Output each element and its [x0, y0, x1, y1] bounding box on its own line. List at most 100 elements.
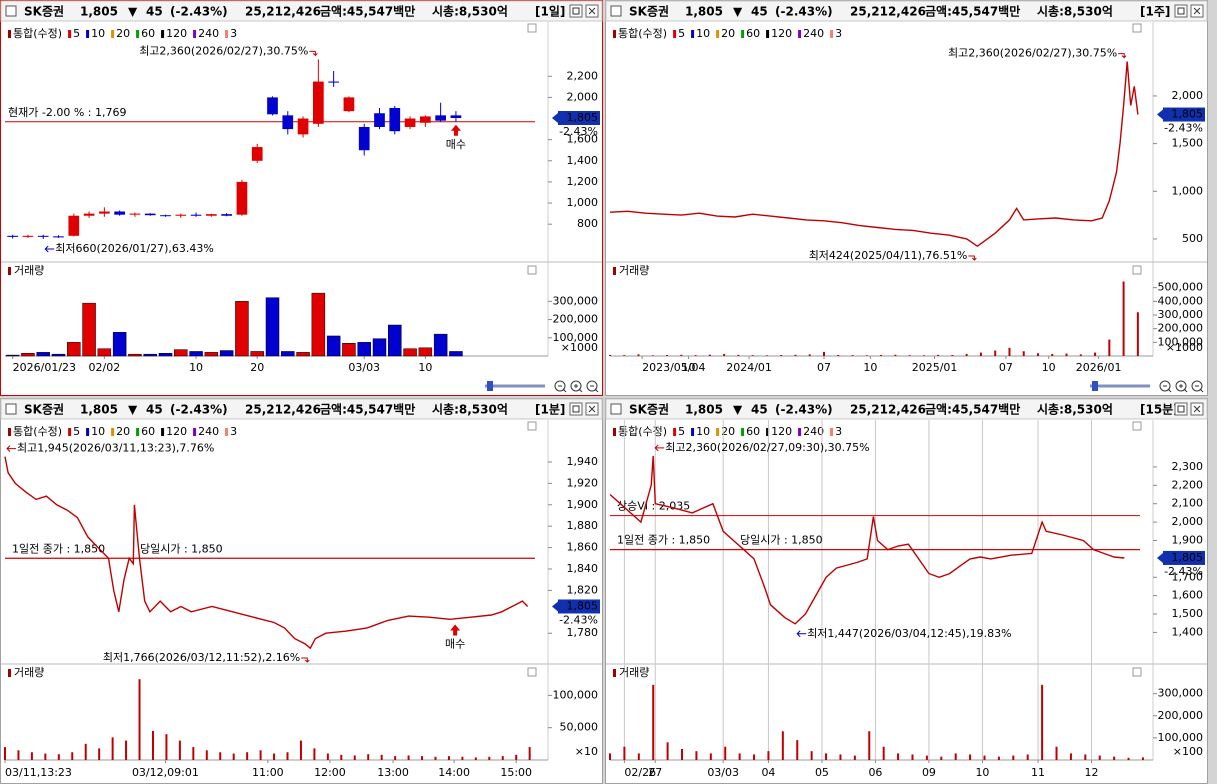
volume-bar	[1012, 755, 1015, 760]
maximize-button[interactable]	[1174, 4, 1188, 18]
legend-swatch	[691, 428, 695, 436]
candle-body	[160, 215, 171, 217]
y-tick-label: 1,900	[1172, 533, 1204, 546]
volume-bar	[449, 351, 463, 357]
volume-bar	[353, 755, 356, 760]
volume-unit: ×1000	[1166, 341, 1203, 354]
volume-bar	[111, 737, 114, 760]
y-tick-label: 1,920	[567, 476, 599, 489]
header-cap: 시총:8,530억	[1037, 402, 1113, 417]
header-cap: 시총:8,530억	[1037, 4, 1113, 19]
volume-bar	[488, 756, 491, 760]
volume-bar	[637, 753, 640, 760]
volume-bar	[709, 753, 712, 760]
current-price-label: 1,805	[567, 111, 599, 124]
volume-bar	[388, 324, 402, 357]
volume-bar	[447, 756, 450, 760]
y-tick-label: 1,000	[1172, 184, 1204, 197]
header-name: SK증권	[24, 5, 64, 19]
volume-bar	[865, 355, 868, 356]
y-tick-label: 300,000	[1158, 687, 1204, 700]
y-tick-label: 1,500	[1172, 607, 1204, 620]
legend-label: 240	[803, 27, 824, 40]
y-tick-label: 1,600	[567, 133, 599, 146]
volume-bar	[880, 355, 883, 356]
annotation-arrow	[654, 444, 665, 452]
maximize-button[interactable]	[569, 402, 583, 416]
x-tick-label: 02/26	[624, 766, 656, 779]
volume-bar	[753, 754, 756, 760]
current-price-label: 1,805	[1172, 108, 1204, 121]
header-cap: 시총:8,530억	[432, 402, 508, 417]
volume-bar	[651, 355, 654, 356]
legend-swatch	[225, 428, 229, 436]
candle-body	[328, 81, 339, 83]
header-arrow: ▼	[733, 403, 743, 417]
legend-label: 3	[835, 425, 842, 438]
volume-title: 거래량	[619, 264, 649, 277]
volume-bar	[36, 352, 50, 357]
volume-bar	[694, 355, 697, 356]
reference-label: 1일전 종가 : 1,850	[617, 533, 710, 547]
maximize-button[interactable]	[569, 4, 583, 18]
pane-icon	[1132, 265, 1142, 275]
x-tick-label: 11	[1031, 766, 1045, 779]
annotation-label: 최고2,360(2026/02/27),30.75%	[948, 47, 1117, 60]
x-tick-label: 02/02	[89, 361, 121, 374]
volume-bar	[219, 350, 234, 357]
volume-bar	[808, 354, 811, 356]
x-tick-label: 04	[761, 766, 775, 779]
header-volume: 25,212,426	[850, 5, 926, 19]
x-tick-label: 03/03	[707, 766, 739, 779]
scroll-thumb[interactable]	[1092, 381, 1098, 391]
legend-label: 60	[141, 425, 155, 438]
volume-title: 거래량	[619, 666, 649, 679]
header-bar	[605, 0, 1208, 22]
legend-label: 3	[835, 27, 842, 40]
pane-icon	[1132, 421, 1142, 431]
header-amount: 금액:45,547백만	[925, 402, 1020, 417]
current-price-box	[1163, 107, 1205, 122]
button-glyph	[572, 405, 580, 413]
maximize-button[interactable]	[1174, 402, 1188, 416]
volume-bar	[994, 350, 997, 356]
current-price-box	[1163, 550, 1205, 565]
volume-bar	[796, 740, 799, 760]
legend-swatch	[766, 30, 770, 38]
y-tick-label: 1,860	[567, 541, 599, 554]
y-tick-label: 1,900	[567, 498, 599, 511]
volume-bar	[326, 753, 329, 760]
volume-bar	[421, 756, 424, 760]
volume-bar	[235, 301, 249, 357]
header-name: SK증권	[629, 403, 669, 417]
volume-bar	[528, 747, 531, 760]
y-tick-label: 2,100	[1172, 497, 1204, 510]
y-tick-label: 50,000	[560, 721, 599, 734]
x-tick-label: 2026/01/23	[13, 361, 76, 374]
candle-body	[37, 235, 49, 237]
x-tick-label: 10	[681, 361, 695, 374]
volume-bar	[794, 354, 797, 356]
volume-bar	[1094, 352, 1097, 356]
volume-bar	[1113, 756, 1116, 760]
volume-bar	[357, 342, 371, 357]
header-arrow: ▼	[128, 5, 138, 19]
legend-swatch	[161, 428, 165, 436]
volume-bar	[367, 754, 370, 760]
legend-label: 5	[73, 27, 80, 40]
y-tick-label: 400,000	[1158, 294, 1204, 307]
candle-body	[221, 214, 232, 216]
volume-bar	[1022, 351, 1025, 356]
volume-bar	[839, 754, 842, 760]
chart-panel: SK증권 1,805 ▼ 45 (-2.43%) 25,212,426 금액:45,547백…	[605, 0, 1208, 396]
current-change-label: -2.43%	[1164, 122, 1203, 135]
volume-bar	[461, 756, 464, 760]
current-price-box	[558, 111, 600, 125]
scroll-thumb[interactable]	[487, 381, 493, 391]
volume-bar	[286, 752, 289, 760]
volume-bar	[342, 342, 356, 357]
volume-bar	[82, 302, 96, 357]
header-icon	[610, 5, 622, 17]
header-cap: 시총:8,530억	[432, 4, 508, 19]
header-change: 45	[751, 403, 768, 417]
